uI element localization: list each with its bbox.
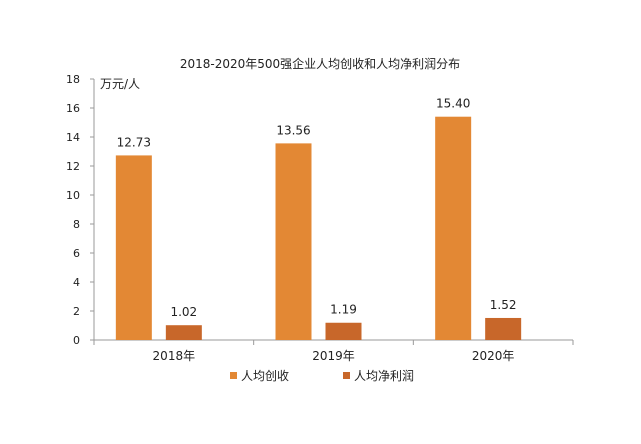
data-label: 1.52 xyxy=(490,298,517,312)
legend-label: 人均创收 xyxy=(241,369,289,383)
legend-swatch xyxy=(343,372,350,379)
x-tick-label: 2018年 xyxy=(153,349,196,363)
x-tick-label: 2020年 xyxy=(472,349,515,363)
bar-net-profit-per-capita xyxy=(325,322,362,340)
y-tick-label: 4 xyxy=(73,276,80,289)
bar-net-profit-per-capita xyxy=(485,317,522,340)
chart-title: 2018-2020年500强企业人均创收和人均净利润分布 xyxy=(180,56,460,71)
y-axis: 0 2 4 6 8 10 12 14 16 18 xyxy=(66,73,95,347)
bars: 12.73 13.56 15.40 1.02 1.19 1.52 xyxy=(115,97,522,340)
y-tick-label: 0 xyxy=(73,334,80,347)
data-label: 1.02 xyxy=(170,305,197,319)
x-tick-label: 2019年 xyxy=(312,349,355,363)
bar-revenue-per-capita xyxy=(435,116,472,340)
legend-label: 人均净利润 xyxy=(354,369,414,383)
data-label: 12.73 xyxy=(117,135,151,149)
y-tick-label: 6 xyxy=(73,247,80,260)
x-axis: 2018年 2019年 2020年 xyxy=(93,339,574,363)
y-tick-label: 10 xyxy=(66,189,80,202)
y-tick-label: 16 xyxy=(66,102,80,115)
y-tick-label: 2 xyxy=(73,305,80,318)
bar-revenue-per-capita xyxy=(115,155,152,340)
y-tick-label: 14 xyxy=(66,131,80,144)
data-label: 1.19 xyxy=(330,303,357,317)
legend-swatch xyxy=(230,372,237,379)
y-tick-label: 18 xyxy=(66,73,80,86)
legend: 人均创收 人均净利润 xyxy=(230,369,414,383)
bar-revenue-per-capita xyxy=(275,143,312,340)
y-tick-label: 12 xyxy=(66,160,80,173)
data-label: 15.40 xyxy=(436,97,470,111)
data-label: 13.56 xyxy=(276,123,310,137)
y-tick-label: 8 xyxy=(73,218,80,231)
bar-net-profit-per-capita xyxy=(165,325,202,340)
y-axis-unit-label: 万元/人 xyxy=(100,77,140,91)
